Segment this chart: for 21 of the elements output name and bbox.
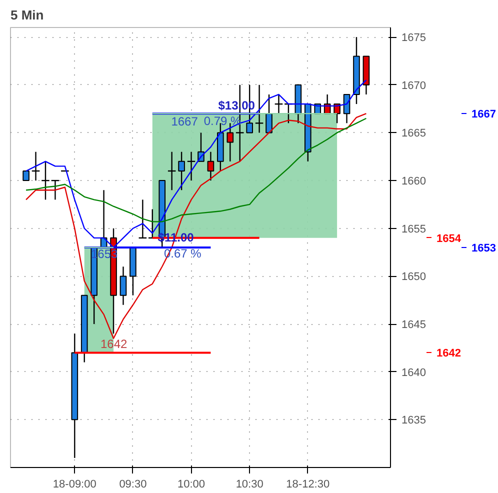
- y-tick-label: 1675: [402, 32, 426, 44]
- annotation: 1642: [100, 336, 128, 351]
- y-tick-label: 1655: [402, 223, 426, 236]
- x-tick-label: 10:00: [178, 478, 206, 490]
- x-tick-label: 10:30: [236, 478, 264, 490]
- y-tick-label: 1665: [402, 128, 426, 140]
- chart-title: 5 Min: [10, 8, 44, 22]
- y-tick-label: 1650: [402, 271, 426, 284]
- x-tick-label: 09:30: [119, 478, 147, 490]
- y-tick-label: 1635: [402, 414, 426, 427]
- y-tick-label: 1670: [402, 80, 426, 92]
- y-tick-label: 1645: [402, 319, 426, 332]
- x-tick-label: 18-12:30: [286, 478, 330, 490]
- annotation: 1667: [171, 114, 198, 129]
- text: 1667: [472, 108, 496, 121]
- y-tick-label: 1640: [402, 366, 426, 379]
- x-tick-label: 18-09:00: [52, 478, 96, 490]
- y-tick-label: 1660: [402, 176, 426, 188]
- text: 1642: [436, 348, 461, 360]
- text: 1654: [436, 232, 462, 245]
- text: 1653: [472, 242, 496, 254]
